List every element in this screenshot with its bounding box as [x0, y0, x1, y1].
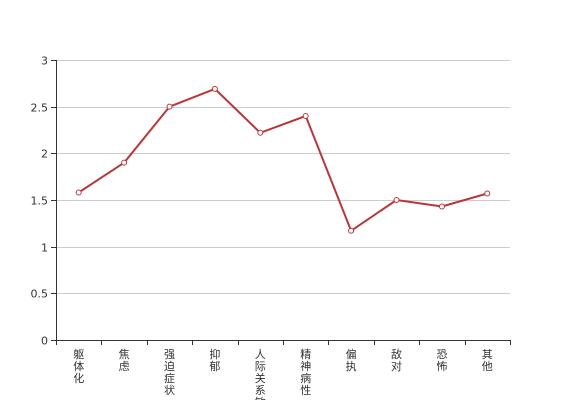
data-point: [302, 113, 309, 119]
y-tick-labels: 0 0.5 1 1.5 2 2.5 3: [31, 55, 49, 348]
y-tick-label: 3: [41, 55, 48, 68]
x-tick-label: 焦虑: [119, 348, 130, 373]
data-point: [121, 159, 128, 166]
data-point: [393, 197, 400, 203]
axes: [51, 60, 511, 345]
y-tick-label: 2: [41, 148, 48, 161]
x-tick-label: 躯体化: [73, 348, 84, 385]
x-tick-label: 精神病性: [300, 348, 311, 397]
data-point: [348, 227, 355, 234]
x-tick-labels: 躯体化 焦虑 强迫症状 抑郁 人际关系敏感 精神病性 偏执 敌对 恐怖 其他: [73, 347, 493, 405]
data-points: [75, 85, 491, 234]
x-tick-label: 人际关系敏感: [255, 348, 266, 400]
x-tick-label: 其他: [482, 348, 493, 373]
y-tick-label: 1: [41, 242, 48, 255]
y-tick-label: 1.5: [31, 195, 49, 208]
x-tick-label: 敌对: [391, 347, 402, 373]
data-point: [211, 85, 218, 92]
data-point: [166, 103, 173, 110]
data-point: [484, 190, 491, 197]
data-point: [438, 203, 445, 210]
y-tick-label: 0.5: [31, 288, 49, 301]
data-point: [257, 129, 264, 136]
grid-lines: [56, 60, 510, 294]
x-tick-label: 偏执: [346, 347, 357, 373]
data-point: [75, 189, 82, 196]
x-tick-label: 抑郁: [209, 347, 220, 373]
x-tick-label: 强迫症状: [164, 348, 175, 397]
series-line-layer: [78, 87, 488, 232]
y-tick-label: 0: [41, 335, 48, 348]
x-tick-label: 恐怖: [436, 348, 447, 373]
y-tick-label: 2.5: [31, 102, 49, 115]
series-line: [78, 87, 488, 232]
